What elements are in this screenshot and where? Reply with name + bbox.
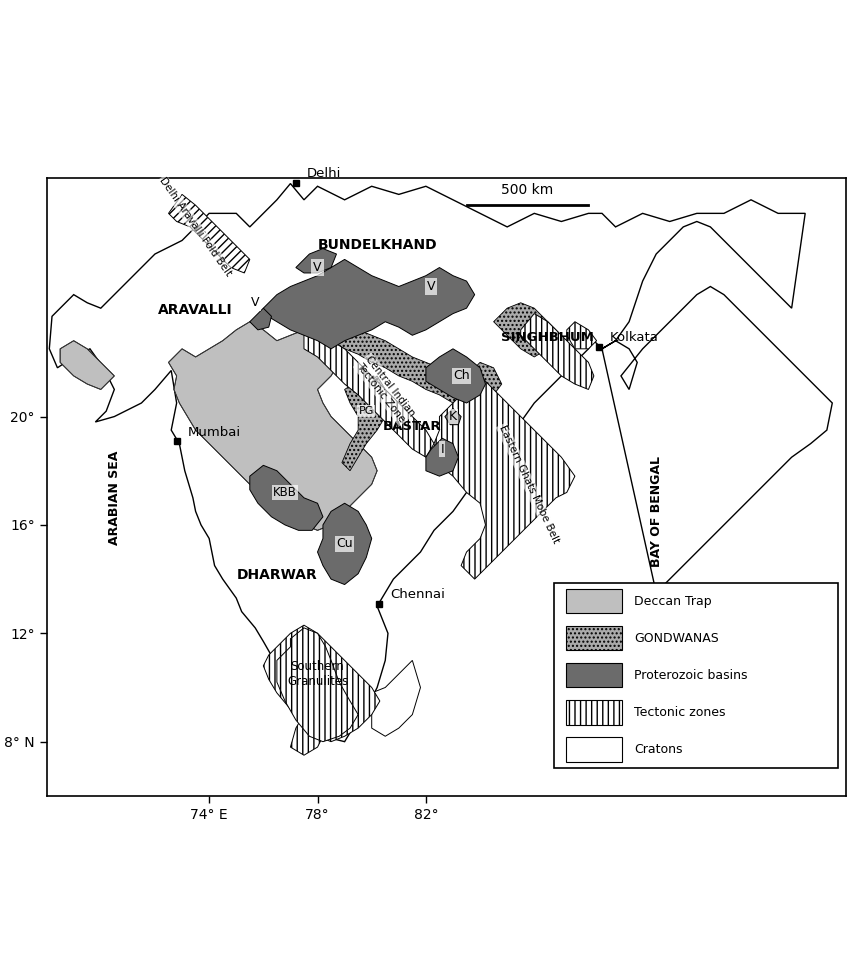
Polygon shape — [250, 308, 271, 330]
Text: V: V — [314, 261, 322, 274]
Text: Southern
Granulites: Southern Granulites — [287, 660, 348, 688]
FancyBboxPatch shape — [566, 700, 622, 725]
Polygon shape — [318, 321, 467, 403]
Polygon shape — [168, 195, 250, 273]
Polygon shape — [342, 376, 394, 470]
FancyBboxPatch shape — [566, 737, 622, 762]
Polygon shape — [296, 248, 337, 273]
Text: PG: PG — [359, 406, 374, 416]
Text: BASTAR: BASTAR — [383, 420, 442, 433]
Polygon shape — [264, 625, 380, 741]
Text: Proterozoic basins: Proterozoic basins — [634, 669, 747, 682]
Polygon shape — [304, 330, 434, 457]
Polygon shape — [371, 660, 421, 736]
Text: I: I — [440, 442, 444, 456]
Text: K: K — [449, 410, 457, 423]
Text: KBB: KBB — [273, 486, 297, 499]
Text: Cu: Cu — [337, 538, 353, 550]
FancyBboxPatch shape — [566, 663, 622, 688]
Polygon shape — [445, 408, 461, 425]
Text: BUNDELKHAND: BUNDELKHAND — [317, 238, 437, 251]
Text: V: V — [427, 280, 435, 293]
Text: DHARWAR: DHARWAR — [236, 568, 317, 582]
Polygon shape — [567, 321, 597, 349]
Polygon shape — [291, 715, 323, 755]
Text: Mumbai: Mumbai — [188, 426, 241, 438]
Text: Delhi: Delhi — [307, 168, 341, 180]
Text: Central Indian
Tectonic Zone: Central Indian Tectonic Zone — [354, 354, 416, 426]
Text: Delhi Aravalli Fold Belt: Delhi Aravalli Fold Belt — [157, 175, 234, 279]
FancyBboxPatch shape — [566, 626, 622, 651]
Text: Ch: Ch — [453, 369, 469, 383]
Polygon shape — [168, 321, 377, 531]
Text: ARAVALLI: ARAVALLI — [158, 303, 233, 317]
Polygon shape — [318, 504, 371, 584]
Text: Deccan Trap: Deccan Trap — [634, 595, 711, 608]
Polygon shape — [426, 438, 458, 476]
Polygon shape — [264, 259, 474, 349]
Text: ARABIAN SEA: ARABIAN SEA — [108, 451, 121, 545]
Text: BAY OF BENGAL: BAY OF BENGAL — [649, 456, 663, 567]
Polygon shape — [277, 628, 358, 741]
Text: SINGHBHUM: SINGHBHUM — [502, 331, 594, 344]
Text: Chennai: Chennai — [390, 588, 445, 601]
Polygon shape — [60, 341, 115, 390]
FancyBboxPatch shape — [566, 589, 622, 614]
Text: Eastern Ghats Mobе Belt: Eastern Ghats Mobе Belt — [497, 424, 561, 544]
Text: 500 km: 500 km — [502, 183, 553, 197]
Text: Cratons: Cratons — [634, 743, 683, 756]
Polygon shape — [494, 303, 561, 356]
Polygon shape — [426, 349, 485, 403]
Polygon shape — [49, 183, 832, 741]
FancyBboxPatch shape — [554, 582, 838, 768]
Polygon shape — [434, 376, 575, 580]
Text: GONDWANAS: GONDWANAS — [634, 632, 719, 645]
Text: V: V — [251, 296, 259, 310]
Text: Tectonic zones: Tectonic zones — [634, 706, 726, 719]
Text: Kolkata: Kolkata — [610, 331, 659, 344]
Polygon shape — [250, 466, 323, 531]
Polygon shape — [467, 362, 502, 394]
Polygon shape — [521, 314, 594, 390]
